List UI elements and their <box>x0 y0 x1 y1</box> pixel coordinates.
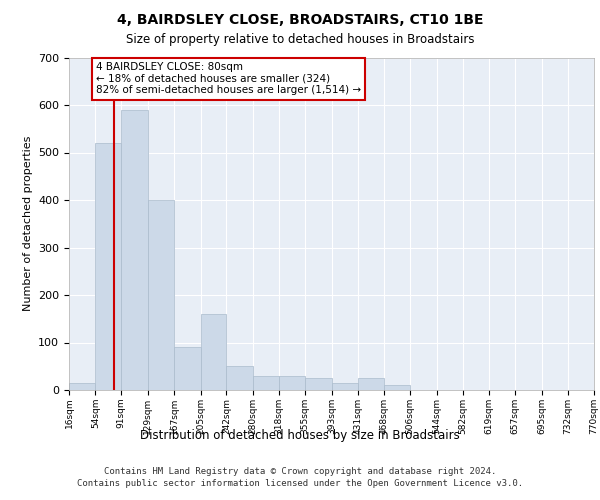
Bar <box>279 376 305 390</box>
Text: 4 BAIRDSLEY CLOSE: 80sqm
← 18% of detached houses are smaller (324)
82% of semi-: 4 BAIRDSLEY CLOSE: 80sqm ← 18% of detach… <box>96 62 361 96</box>
Bar <box>174 347 200 390</box>
Bar <box>305 378 331 390</box>
Bar <box>384 385 410 390</box>
Y-axis label: Number of detached properties: Number of detached properties <box>23 136 32 312</box>
Text: 4, BAIRDSLEY CLOSE, BROADSTAIRS, CT10 1BE: 4, BAIRDSLEY CLOSE, BROADSTAIRS, CT10 1B… <box>117 12 483 26</box>
Text: Size of property relative to detached houses in Broadstairs: Size of property relative to detached ho… <box>126 32 474 46</box>
Bar <box>121 110 148 390</box>
Bar <box>69 383 95 390</box>
Bar <box>226 366 253 390</box>
Bar <box>253 376 279 390</box>
Bar <box>95 143 121 390</box>
Text: Contains HM Land Registry data © Crown copyright and database right 2024.
Contai: Contains HM Land Registry data © Crown c… <box>77 466 523 487</box>
Text: Distribution of detached houses by size in Broadstairs: Distribution of detached houses by size … <box>140 430 460 442</box>
Bar <box>200 314 226 390</box>
Bar <box>358 378 384 390</box>
Bar <box>148 200 174 390</box>
Bar <box>331 383 358 390</box>
